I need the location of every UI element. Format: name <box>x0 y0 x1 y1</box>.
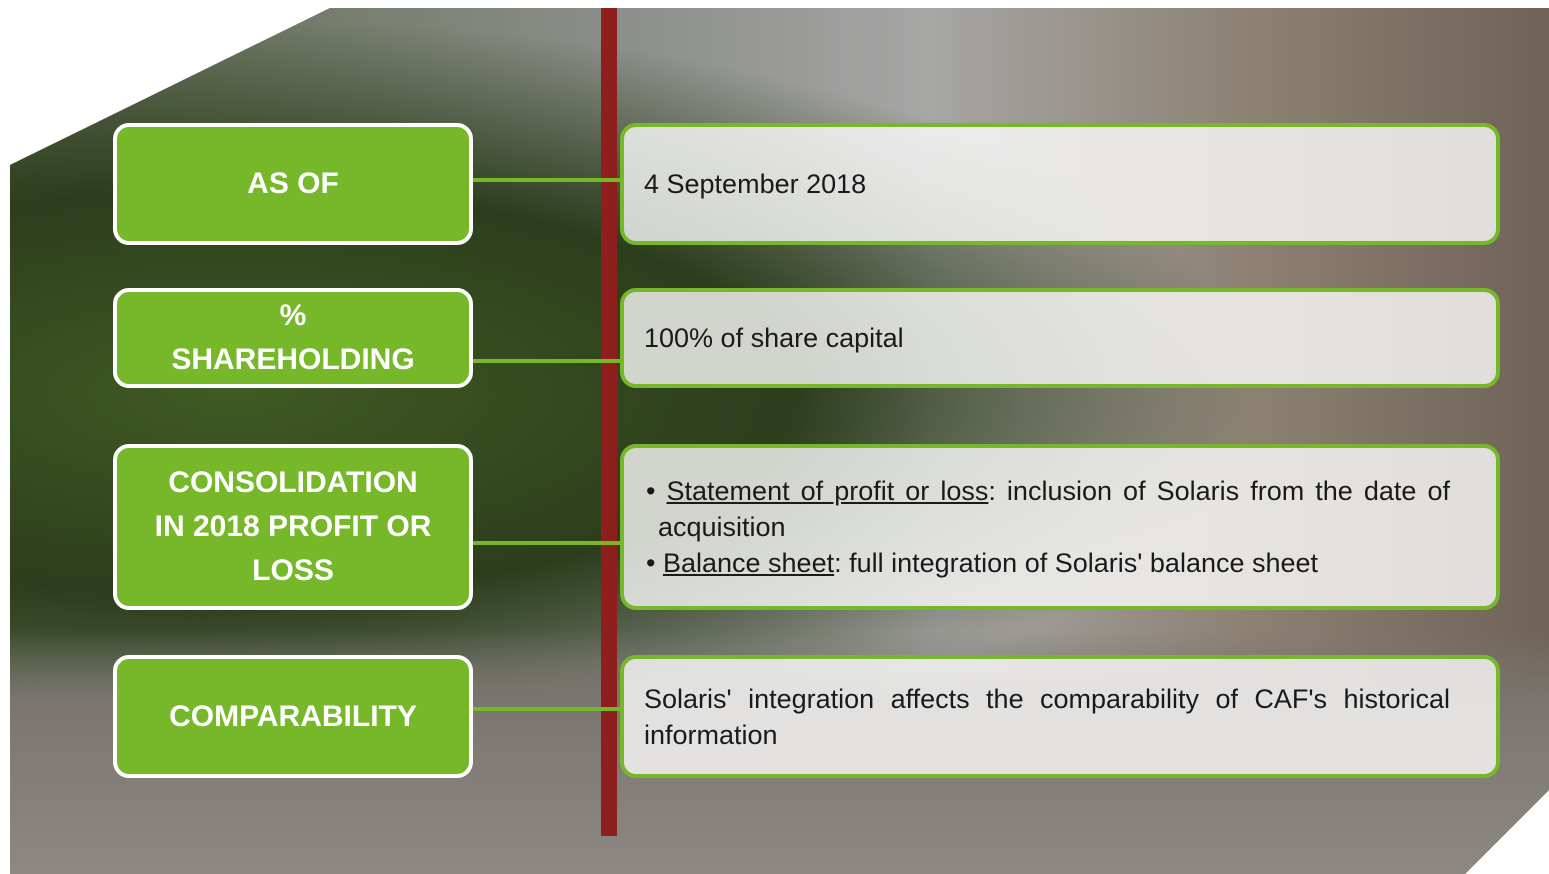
row-label: COMPARABILITY <box>113 655 473 778</box>
connector <box>473 178 623 182</box>
connector <box>473 359 623 363</box>
content-text: 100% of share capital <box>644 320 1450 356</box>
row-label: AS OF <box>113 123 473 245</box>
label-line: AS OF <box>117 162 469 206</box>
row-content: 4 September 2018 <box>620 123 1500 245</box>
row-content: • Statement of profit or loss: inclusion… <box>620 444 1500 610</box>
pole <box>601 8 617 836</box>
connector <box>473 541 623 545</box>
connector <box>473 707 623 711</box>
label-line: SHAREHOLDING <box>117 338 469 382</box>
row-content: 100% of share capital <box>620 288 1500 388</box>
label-line: COMPARABILITY <box>117 695 469 739</box>
bullet-term: Balance sheet <box>663 548 834 578</box>
row-label: %SHAREHOLDING <box>113 288 473 388</box>
bullet-text: : full integration of Solaris' balance s… <box>834 548 1318 578</box>
label-line: LOSS <box>117 549 469 593</box>
label-line: % <box>117 294 469 338</box>
content-text: 4 September 2018 <box>644 166 1450 202</box>
bullet: • Balance sheet: full integration of Sol… <box>644 545 1450 581</box>
label-line: CONSOLIDATION <box>117 461 469 505</box>
content-text: Solaris' integration affects the compara… <box>644 681 1450 753</box>
row-content: Solaris' integration affects the compara… <box>620 655 1500 778</box>
slide: AS OF4 September 2018%SHAREHOLDING100% o… <box>0 0 1549 874</box>
label-line: IN 2018 PROFIT OR <box>117 505 469 549</box>
bullet: • Statement of profit or loss: inclusion… <box>644 473 1450 545</box>
bullet-term: Statement of profit or loss <box>667 476 989 506</box>
